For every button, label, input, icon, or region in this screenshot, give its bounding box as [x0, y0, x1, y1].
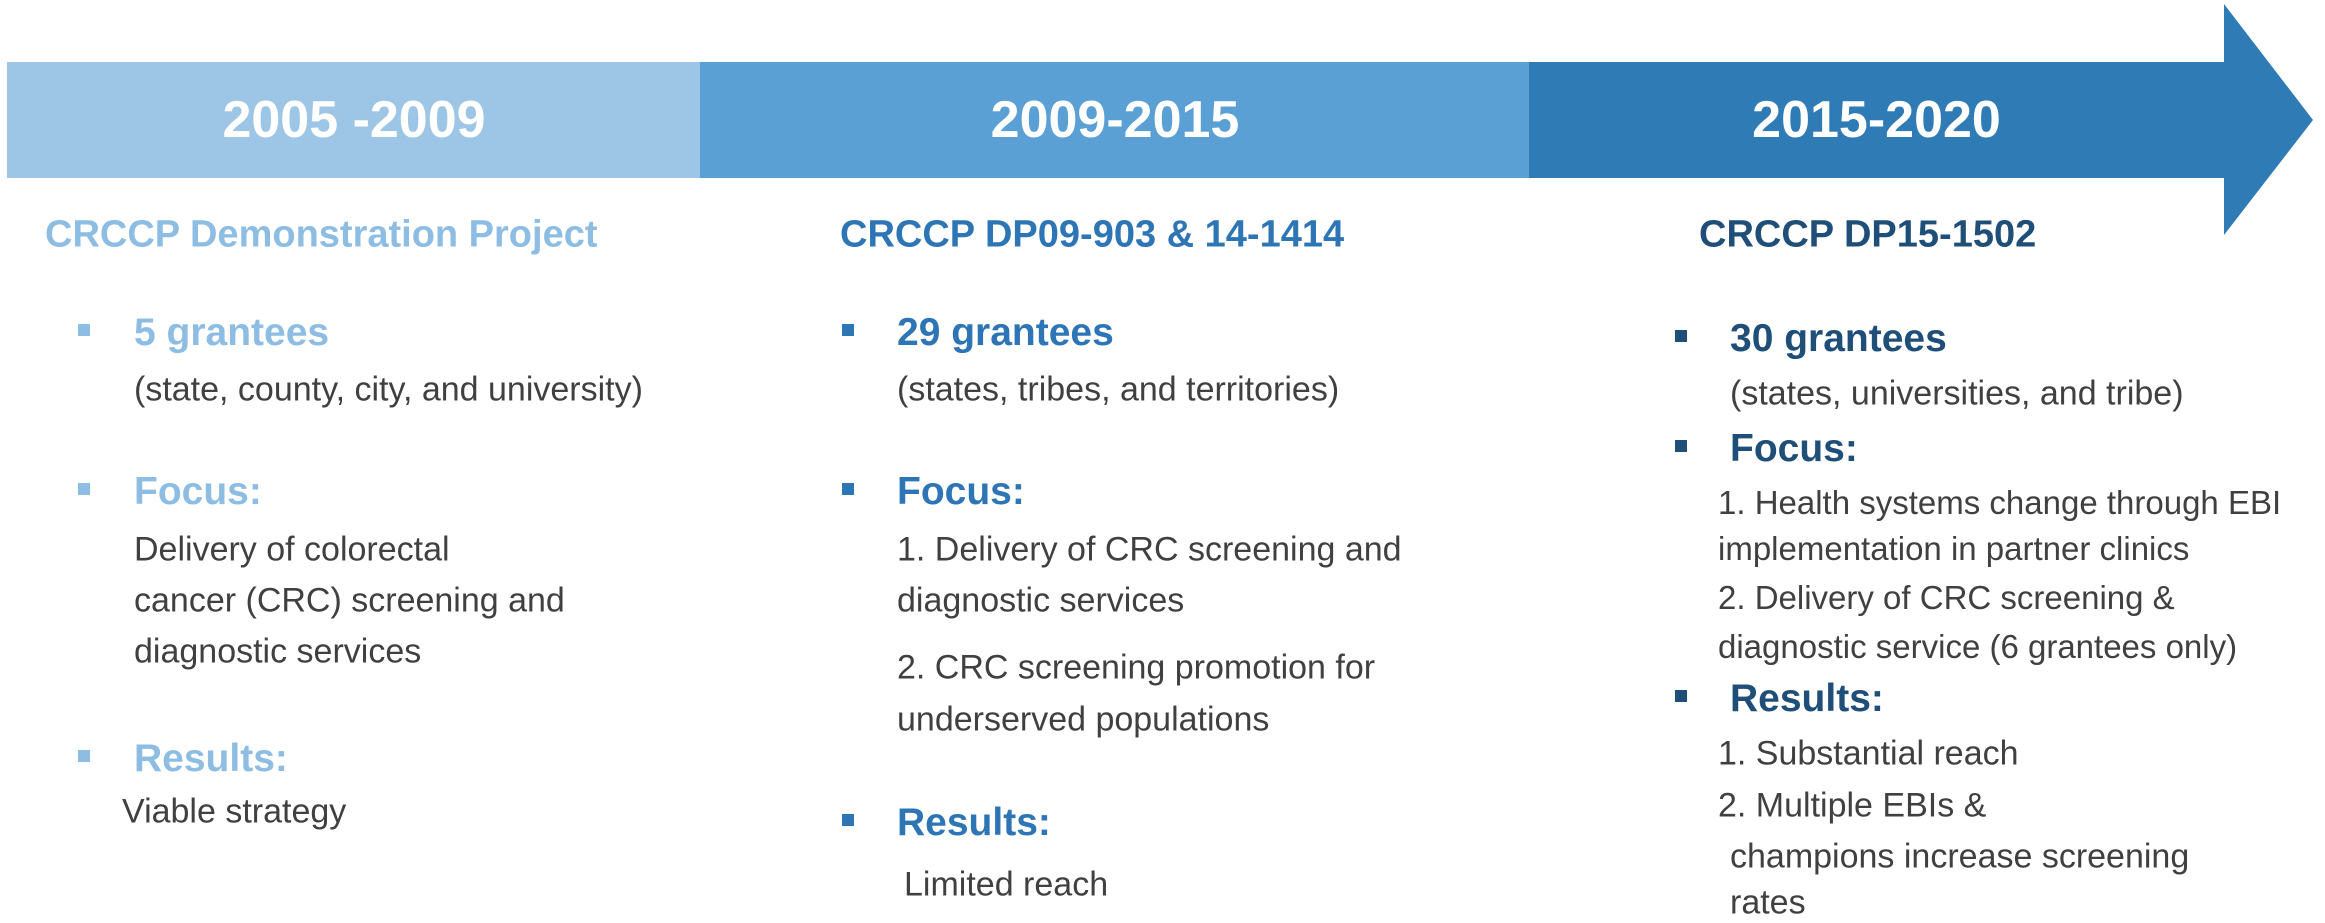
segment [7, 62, 701, 178]
section-heading: Results: [134, 737, 288, 780]
section-heading: Focus: [897, 470, 1025, 513]
section-line: underserved populations [897, 700, 1270, 739]
section-line: (states, tribes, and territories) [897, 370, 1340, 409]
section-line: rates [1730, 883, 1806, 922]
section-line: diagnostic services [134, 632, 422, 671]
bullet [78, 483, 90, 495]
section-line: 2. Multiple EBIs & [1718, 786, 1987, 825]
bullet [78, 324, 90, 336]
section-line: (state, county, city, and university) [134, 370, 643, 409]
bullet [842, 814, 854, 826]
bullet [1675, 440, 1687, 452]
section-heading: 29 grantees [897, 311, 1114, 354]
section-line: champions increase screening [1730, 837, 2190, 876]
section-heading: 5 grantees [134, 311, 330, 354]
bullet [842, 483, 854, 495]
section-heading: 30 grantees [1730, 317, 1947, 360]
bullet [1675, 330, 1687, 342]
period: 2015-2020 [1752, 91, 2001, 149]
section-heading: Results: [1730, 677, 1884, 720]
section-line: 1. Health systems change through EBI [1718, 484, 2282, 521]
section-line: (states, universities, and tribe) [1730, 374, 2184, 413]
section-line: diagnostic services [897, 581, 1185, 620]
bullet [1675, 690, 1687, 702]
section-heading: Results: [897, 801, 1051, 844]
phase-title: CRCCP DP09-903 & 14-1414 [840, 213, 1345, 256]
period: 2009-2015 [990, 91, 1240, 149]
section-line: Delivery of colorectal [134, 530, 450, 569]
bullet [842, 324, 854, 336]
bullet [78, 750, 90, 762]
section-line: Viable strategy [122, 792, 347, 831]
segment-arrowhead [1529, 4, 2313, 235]
section-line: 2. Delivery of CRC screening & [1718, 579, 2175, 616]
period: 2005 -2009 [222, 91, 486, 149]
phase-title: CRCCP DP15-1502 [1699, 213, 2037, 256]
section-line: 2. CRC screening promotion for [897, 648, 1376, 687]
segment [700, 62, 1530, 178]
section-line: cancer (CRC) screening and [134, 581, 565, 620]
section-line: implementation in partner clinics [1718, 530, 2190, 567]
section-line: diagnostic service (6 grantees only) [1718, 628, 2238, 665]
phase-title: CRCCP Demonstration Project [45, 213, 598, 256]
section-line: 1. Delivery of CRC screening and [897, 530, 1402, 569]
section-heading: Focus: [134, 470, 262, 513]
section-heading: Focus: [1730, 427, 1858, 470]
section-line: 1. Substantial reach [1718, 734, 2019, 773]
section-line: Limited reach [904, 865, 1109, 904]
